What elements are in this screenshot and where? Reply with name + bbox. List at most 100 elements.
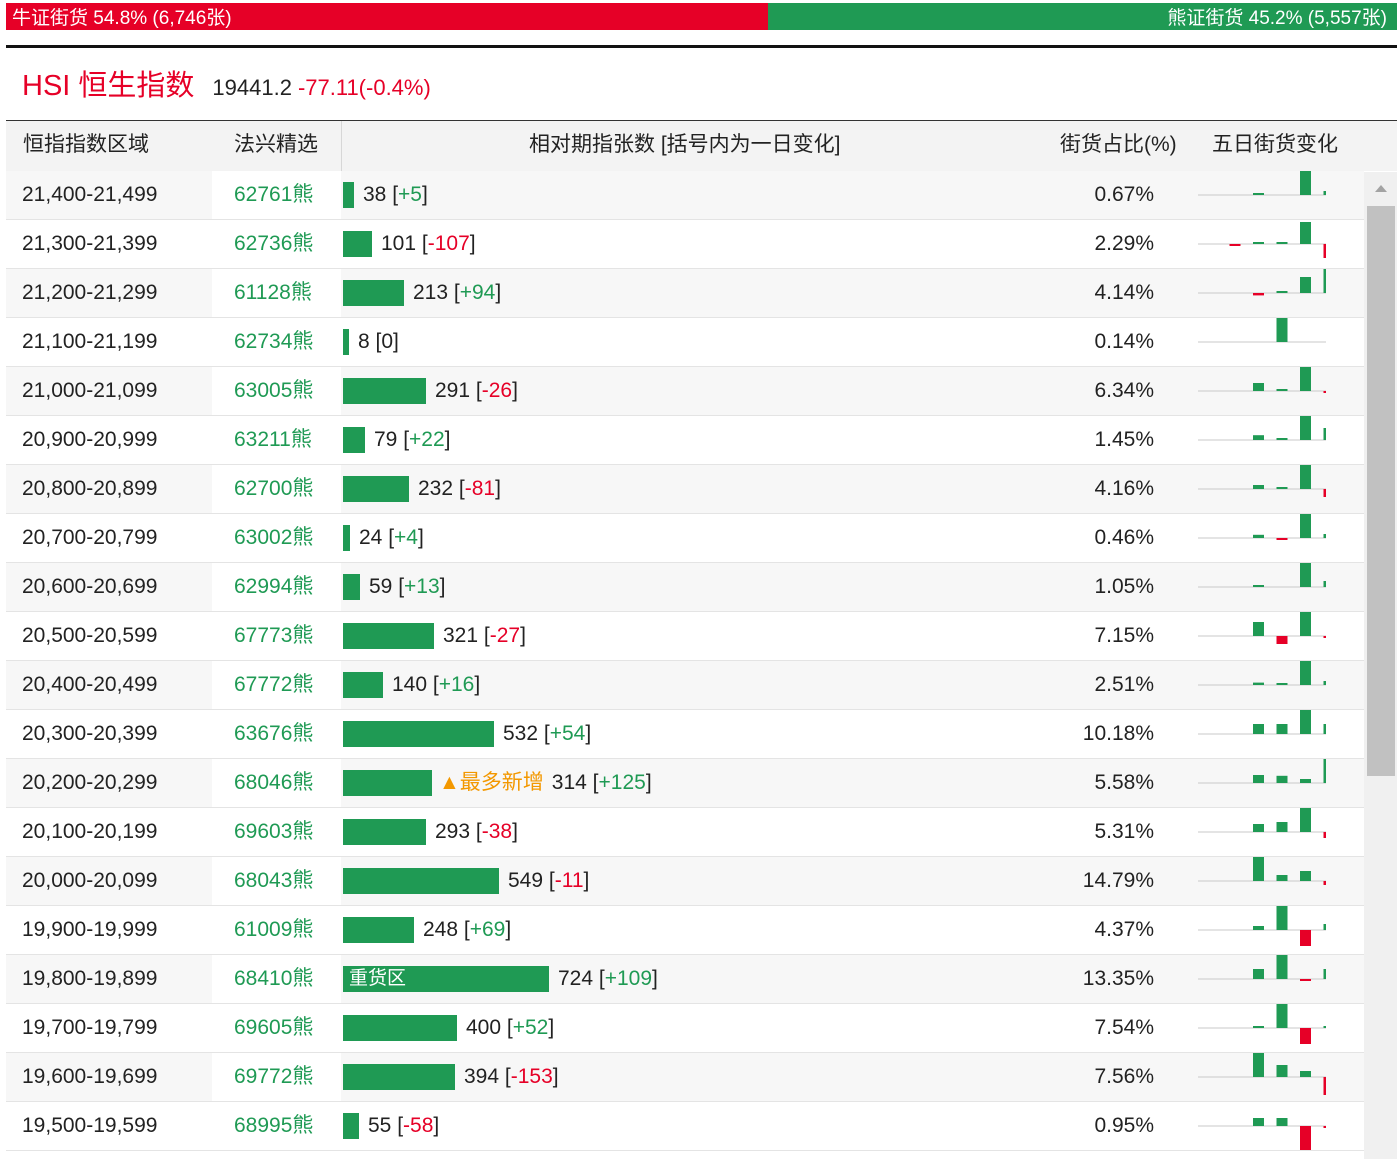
sparkline-bar xyxy=(1323,269,1326,293)
warrant-link[interactable]: 68995熊 xyxy=(212,1102,341,1150)
sparkline-bar xyxy=(1253,622,1264,636)
sparkline-bar xyxy=(1253,824,1264,832)
warrant-type: 熊 xyxy=(292,771,314,794)
vertical-scrollbar[interactable] xyxy=(1364,172,1397,1159)
warrant-type: 熊 xyxy=(292,183,314,206)
range-label: 20,400-20,499 xyxy=(22,673,158,696)
warrant-type: 熊 xyxy=(292,379,314,402)
five-day-sparkline xyxy=(1198,808,1326,838)
warrant-code: 62761 xyxy=(234,183,293,206)
scroll-thumb[interactable] xyxy=(1367,206,1395,776)
sparkline-bar xyxy=(1276,875,1288,881)
warrant-link[interactable]: 68410熊 xyxy=(212,955,341,1003)
sparkline-bar xyxy=(1323,724,1326,734)
count-bar-cell: 394 [-153] xyxy=(343,1053,559,1101)
sparkline-bar xyxy=(1253,1053,1264,1077)
range-label: 20,600-20,699 xyxy=(22,575,158,598)
index-name: HSI 恒生指数 xyxy=(22,70,195,102)
range-label: 21,200-21,299 xyxy=(22,281,158,304)
warrant-code: 68410 xyxy=(234,967,293,990)
sparkline-bar xyxy=(1323,832,1326,838)
table-row: 19,600-19,699 69772熊 394 [-153] 7.56% xyxy=(6,1053,1364,1102)
share-percent: 10.18% xyxy=(1082,722,1154,745)
warrant-type: 熊 xyxy=(292,330,314,353)
warrant-link[interactable]: 67772熊 xyxy=(212,661,341,709)
count-bar-cell: 8 [0] xyxy=(343,318,399,366)
sparkline-bar xyxy=(1276,1004,1288,1028)
warrant-link[interactable]: 68043熊 xyxy=(212,857,341,905)
sparkline-bar xyxy=(1323,881,1326,885)
range-label: 19,800-19,899 xyxy=(22,967,158,990)
warrant-link[interactable]: 62994熊 xyxy=(212,563,341,611)
table-row: 21,200-21,299 61128熊 213 [+94] 4.14% xyxy=(6,269,1364,318)
warrant-link[interactable]: 68046熊 xyxy=(212,759,341,807)
sparkline-bar xyxy=(1300,1126,1311,1150)
five-day-sparkline xyxy=(1198,955,1326,981)
warrant-type: 熊 xyxy=(292,624,314,647)
count-bar xyxy=(343,280,404,306)
warrant-type: 熊 xyxy=(292,575,314,598)
count-text: 400 [+52] xyxy=(466,1016,555,1039)
count-bar xyxy=(343,525,350,551)
five-day-sparkline xyxy=(1198,222,1326,258)
five-day-sparkline xyxy=(1198,465,1326,497)
sparkline-bar xyxy=(1300,1028,1311,1044)
warrant-link[interactable]: 61128熊 xyxy=(212,269,341,317)
warrant-link[interactable]: 62734熊 xyxy=(212,318,341,366)
count-value: 293 xyxy=(435,820,471,843)
sparkline-bar xyxy=(1300,779,1311,783)
warrant-link[interactable]: 69605熊 xyxy=(212,1004,341,1052)
sparkline-bar xyxy=(1276,683,1288,685)
count-bar-cell: 532 [+54] xyxy=(343,710,591,758)
heavy-zone-label: 重货区 xyxy=(349,968,407,989)
table-row: 21,400-21,499 62761熊 38 [+5] 0.67% xyxy=(6,171,1364,220)
count-text: 394 [-153] xyxy=(464,1065,559,1088)
warrant-link[interactable]: 63211熊 xyxy=(212,416,341,464)
sparkline-bar xyxy=(1276,487,1288,489)
warrant-link[interactable]: 63005熊 xyxy=(212,367,341,415)
count-value: 140 xyxy=(392,673,428,696)
table-row: 19,800-19,899 68410熊 重货区 724 [+109] 13.35% xyxy=(6,955,1364,1004)
sparkline-bar xyxy=(1229,244,1241,246)
sparkline-bar xyxy=(1276,955,1288,979)
warrant-link[interactable]: 62736熊 xyxy=(212,220,341,268)
five-day-sparkline xyxy=(1198,661,1326,686)
warrant-link[interactable]: 63676熊 xyxy=(212,710,341,758)
sparkline-bar xyxy=(1253,193,1264,195)
count-value: 549 xyxy=(508,869,544,892)
sparkline-bar xyxy=(1276,906,1288,930)
share-percent: 13.35% xyxy=(1082,967,1154,990)
share-percent: 5.31% xyxy=(1094,820,1154,843)
count-bar-cell: 59 [+13] xyxy=(343,563,446,611)
count-bar-cell: 24 [+4] xyxy=(343,514,424,562)
count-bar xyxy=(343,1064,455,1090)
table-row: 20,900-20,999 63211熊 79 [+22] 1.45% xyxy=(6,416,1364,465)
warrant-link[interactable]: 69603熊 xyxy=(212,808,341,856)
warrant-link[interactable]: 69772熊 xyxy=(212,1053,341,1101)
warrant-type: 熊 xyxy=(292,232,314,255)
count-text: 79 [+22] xyxy=(374,428,451,451)
count-value: 321 xyxy=(443,624,479,647)
range-label: 19,600-19,699 xyxy=(22,1065,158,1088)
warrant-type: 熊 xyxy=(292,918,314,941)
warrant-type: 熊 xyxy=(292,869,314,892)
warrant-link[interactable]: 63002熊 xyxy=(212,514,341,562)
table-row: 21,000-21,099 63005熊 291 [-26] 6.34% xyxy=(6,367,1364,416)
bull-bear-ratio-bar: 牛证街货 54.8% (6,746张) 熊证街货 45.2% (5,557张) xyxy=(6,3,1397,30)
warrant-link[interactable]: 62761熊 xyxy=(212,171,341,219)
count-value: 101 xyxy=(381,232,417,255)
count-bar-cell: 549 [-11] xyxy=(343,857,589,905)
count-text: ▲最多新增 314 [+125] xyxy=(439,771,652,794)
table-row: 20,400-20,499 67772熊 140 [+16] 2.51% xyxy=(6,661,1364,710)
warrant-link[interactable]: 62700熊 xyxy=(212,465,341,513)
count-bar xyxy=(343,672,383,698)
scroll-up-button[interactable] xyxy=(1364,172,1397,204)
range-label: 20,900-20,999 xyxy=(22,428,158,451)
range-label: 20,100-20,199 xyxy=(22,820,158,843)
sparkline-bar xyxy=(1276,1065,1288,1077)
warrant-link[interactable]: 67773熊 xyxy=(212,612,341,660)
share-percent: 5.58% xyxy=(1094,771,1154,794)
sparkline-bar xyxy=(1276,318,1288,342)
sparkline-bar xyxy=(1323,1126,1326,1128)
warrant-link[interactable]: 61009熊 xyxy=(212,906,341,954)
